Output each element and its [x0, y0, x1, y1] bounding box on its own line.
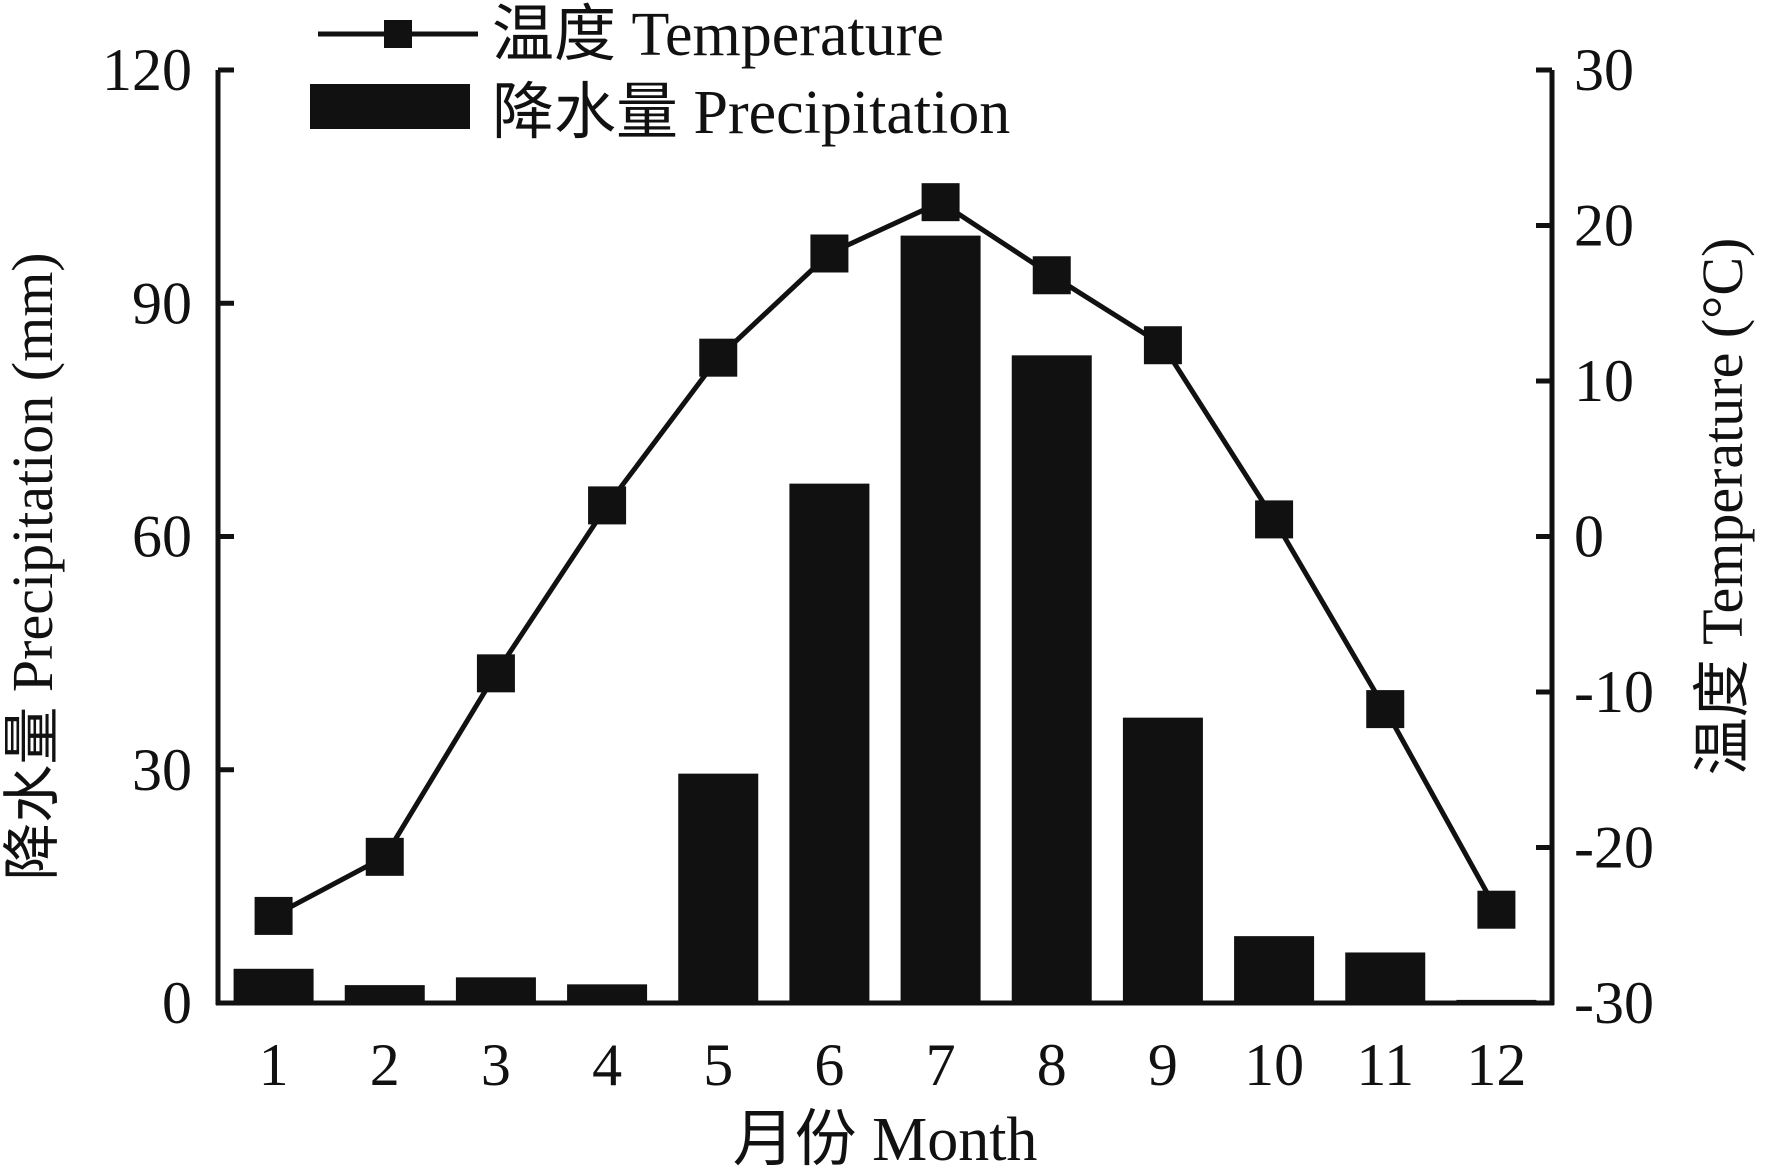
- x-axis-label: 月份 Month: [733, 1106, 1038, 1168]
- legend-square-marker: [384, 20, 412, 48]
- x-tick-label: 3: [481, 1032, 511, 1098]
- precipitation-bar-7: [900, 235, 981, 1004]
- temperature-point-2: [365, 837, 404, 876]
- temperature-point-11: [1366, 690, 1405, 729]
- x-tick-label: 7: [926, 1032, 956, 1098]
- legend-item-temperature: 温度 Temperature: [318, 1, 944, 69]
- legend-label-temperature: 温度 Temperature: [492, 1, 944, 69]
- x-tick-label: 5: [703, 1032, 733, 1098]
- right-tick-label: 20: [1574, 193, 1634, 259]
- left-tick-label: 120: [102, 37, 192, 103]
- x-tick-label: 12: [1466, 1032, 1526, 1098]
- x-tick-label: 1: [259, 1032, 289, 1098]
- precipitation-bar-4: [567, 984, 648, 1003]
- precipitation-bar-8: [1011, 355, 1092, 1003]
- right-tick-label: 0: [1574, 504, 1604, 570]
- temperature-point-6: [810, 234, 849, 273]
- temperature-point-9: [1143, 326, 1182, 365]
- precipitation-bars: [233, 235, 1537, 1004]
- temperature-point-3: [476, 654, 515, 693]
- left-y-axis-label: 降水量 Precipitation (mm): [0, 252, 65, 880]
- x-tick-label: 11: [1356, 1032, 1414, 1098]
- temperature-point-1: [254, 896, 293, 935]
- temperature-point-10: [1255, 500, 1294, 539]
- legend: 温度 Temperature 降水量 Precipitation: [310, 1, 1010, 147]
- right-tick-label: -20: [1574, 815, 1654, 881]
- precipitation-bar-1: [233, 968, 314, 1003]
- legend-label-precipitation: 降水量 Precipitation: [492, 79, 1010, 147]
- right-tick-label: 10: [1574, 348, 1634, 414]
- right-y-axis-label: 温度 Temperature (°C): [1690, 238, 1755, 776]
- tick-marks: [218, 67, 1552, 1006]
- temperature-point-12: [1477, 890, 1516, 929]
- temperature-point-8: [1032, 256, 1071, 295]
- x-tick-label: 8: [1037, 1032, 1067, 1098]
- precipitation-bar-3: [455, 977, 536, 1003]
- precipitation-bar-2: [344, 985, 425, 1003]
- x-tick-label: 4: [592, 1032, 622, 1098]
- legend-item-precipitation: 降水量 Precipitation: [310, 79, 1010, 147]
- left-tick-label: 60: [132, 504, 192, 570]
- left-tick-label: 90: [132, 270, 192, 336]
- temperature-line: [254, 183, 1516, 935]
- temperature-point-5: [699, 338, 738, 377]
- precipitation-bar-9: [1122, 717, 1203, 1003]
- temperature-point-7: [921, 183, 960, 222]
- legend-bar-swatch: [310, 84, 470, 129]
- left-tick-label: 30: [132, 737, 192, 803]
- x-tick-label: 9: [1148, 1032, 1178, 1098]
- x-tick-label: 6: [814, 1032, 844, 1098]
- right-tick-label: 30: [1574, 37, 1634, 103]
- precipitation-bar-11: [1345, 952, 1426, 1003]
- temperature-series-line: [272, 199, 1499, 919]
- left-tick-label: 0: [162, 970, 192, 1036]
- precipitation-bar-6: [789, 483, 870, 1003]
- precipitation-bar-5: [678, 773, 759, 1003]
- temperature-point-4: [588, 486, 627, 525]
- axes: [215, 70, 1555, 1006]
- x-tick-label: 2: [370, 1032, 400, 1098]
- precipitation-bar-10: [1234, 936, 1315, 1003]
- x-tick-label: 10: [1244, 1032, 1304, 1098]
- right-tick-label: -10: [1574, 659, 1654, 725]
- right-tick-label: -30: [1574, 970, 1654, 1036]
